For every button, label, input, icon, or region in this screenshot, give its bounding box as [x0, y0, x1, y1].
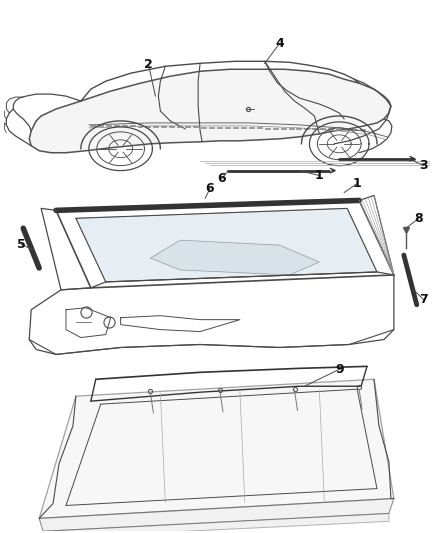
Text: 1: 1: [315, 169, 324, 182]
Text: 2: 2: [144, 58, 153, 71]
Polygon shape: [43, 513, 389, 533]
Text: 1: 1: [353, 177, 361, 190]
Text: 6: 6: [206, 182, 214, 195]
Polygon shape: [76, 208, 377, 282]
Text: 3: 3: [419, 159, 428, 172]
Polygon shape: [39, 498, 394, 531]
Text: 6: 6: [218, 172, 226, 185]
Text: 9: 9: [335, 363, 343, 376]
Text: 8: 8: [414, 212, 423, 225]
Polygon shape: [39, 379, 394, 519]
Text: 4: 4: [275, 37, 284, 50]
Text: 5: 5: [17, 238, 26, 251]
Polygon shape: [29, 69, 391, 153]
Text: 7: 7: [419, 293, 428, 306]
Polygon shape: [150, 240, 319, 275]
